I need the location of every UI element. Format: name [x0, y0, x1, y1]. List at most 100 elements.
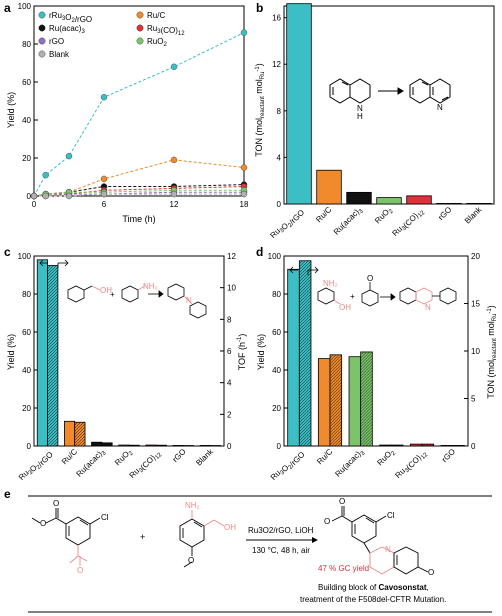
panel-d-ytick-label: 0: [277, 442, 282, 451]
panel-c-ytick-right-label: 2: [227, 410, 232, 419]
panel-c-bar-hatch: [47, 435, 59, 446]
panel-b-xtick-label: Ru3O2/rGO: [268, 205, 306, 243]
panel-c-bar-hatch: [47, 294, 59, 305]
panel-a-legend-marker: [136, 11, 144, 19]
panel-d-bar-hatch: [299, 416, 312, 429]
panel-a-data-point: [100, 175, 108, 183]
panel-e-yield: 47 % GC yield: [318, 564, 369, 573]
panel-e-product-n: N: [385, 545, 391, 554]
panel-d-bar-left: [409, 443, 423, 447]
panel-c-bar-hatch: [47, 381, 59, 392]
panel-d-bar-hatch: [299, 272, 312, 285]
panel-e-plus: +: [140, 532, 145, 542]
panel-d-bar-right: [329, 354, 343, 447]
panel-c-bar-left: [145, 444, 157, 447]
panel-c-xtick-label: rGO: [171, 447, 188, 464]
panel-d-frame: [283, 255, 469, 447]
panel-d-bar-hatch: [360, 394, 373, 407]
panel-e-reagents: Ru3O2/rGO, LiOH: [248, 526, 314, 535]
panel-c-bar-hatch: [101, 442, 106, 447]
panel-d-bar-hatch: [360, 385, 373, 398]
panel-c-ytick-label: 0: [27, 442, 32, 451]
panel-c-letter: c: [4, 245, 11, 259]
panel-e-ester-o2: O: [40, 519, 46, 528]
panel-d-bar-hatch: [329, 366, 342, 379]
panel-d-bar-hatch: [299, 320, 312, 333]
panel-c-bar-hatch: [110, 444, 113, 447]
panel-c-bar-hatch: [49, 438, 59, 447]
panel-c-bar-hatch: [47, 288, 59, 299]
panel-e-arrowhead: [312, 537, 318, 543]
panel-c-ytick-label: 80: [22, 290, 31, 299]
panel-b-bar-chart: TON (molreactant molRu-1) 0 4 8 12 16 Ru3O2/…: [254, 3, 495, 243]
panel-c-bar-hatch: [137, 445, 139, 447]
panel-c-bar-hatch: [47, 267, 59, 278]
panel-c-bar-right: [155, 444, 167, 447]
panel-d-bar-hatch: [360, 406, 373, 419]
panel-c-bar-hatch: [47, 333, 59, 344]
panel-c-bar-hatch: [74, 435, 86, 447]
panel-b-nh-h: H: [357, 112, 363, 121]
panel-a-ytick-label: 60: [22, 78, 31, 87]
panel-d-bar-hatch: [299, 386, 312, 399]
panel-c-bar-hatch: [74, 423, 86, 435]
panel-c-bar-hatch: [77, 438, 86, 447]
panel-d-ytick-label: 80: [272, 290, 281, 299]
panel-a-legend-label: Blank: [49, 50, 70, 59]
panel-d-o-label: O: [367, 274, 373, 283]
panel-d-bar-hatch: [299, 434, 312, 447]
panel-e-product: [331, 506, 429, 575]
panel-c-bar-hatch: [47, 291, 59, 302]
panel-d-bar-hatch: [360, 412, 373, 425]
panel-c-bar-hatch: [74, 422, 84, 432]
panel-c-bar-hatch: [47, 348, 59, 359]
panel-c-ytick-right-label: 0: [227, 442, 232, 451]
panel-d-bar-hatch: [302, 437, 312, 447]
panel-c-bar-hatch: [107, 442, 112, 447]
panel-d-bar-hatch: [299, 260, 303, 264]
panel-c-xtick-label: Blank: [194, 446, 215, 467]
panel-a-xtick-label: 12: [170, 200, 179, 209]
panel-d-bar-hatch: [360, 430, 373, 443]
panel-d-ytick-label: 20: [272, 404, 281, 413]
panel-c-bar-hatch: [80, 441, 86, 447]
panel-d-bar-hatch: [337, 441, 342, 447]
panel-a-ylabel: Yield (%): [6, 92, 16, 128]
panel-d-bar-hatch: [329, 363, 342, 376]
panel-a-legend-marker: [38, 24, 46, 32]
panel-c-bar-hatch: [104, 442, 109, 447]
panel-d-oh-label: OH: [339, 303, 351, 312]
panel-d-bar-hatch: [360, 351, 370, 362]
panel-c-bar-hatch: [47, 402, 59, 413]
panel-d-bar-hatch: [299, 302, 312, 315]
panel-d-bar-hatch: [299, 263, 312, 276]
panel-b-reaction-scheme: [329, 78, 451, 104]
panel-d-axis-arrows: [289, 266, 319, 275]
panel-d-bar-hatch: [329, 381, 342, 394]
panel-c-bar-left: [64, 420, 76, 447]
panel-b-bar: [346, 191, 372, 205]
panel-b-xtick-label: Ru(acac)3: [332, 205, 366, 239]
panel-d-xtick-label: rGO: [440, 447, 457, 464]
panel-d-bar-hatch: [299, 332, 312, 345]
panel-b-ytick-label: 12: [272, 60, 281, 69]
panel-a-letter: a: [4, 1, 11, 15]
panel-c-bar-hatch: [47, 366, 59, 377]
panel-c-bar-hatch: [47, 300, 59, 311]
panel-d-bar-hatch: [299, 341, 312, 354]
panel-c-ytick-right-label: 6: [227, 347, 232, 356]
panel-c-bar-hatch: [47, 360, 59, 371]
panel-d-bar-hatch: [393, 444, 395, 447]
panel-c-bar-hatch: [161, 445, 163, 447]
panel-d-bar-hatch: [360, 351, 367, 359]
panel-a-series-line: [34, 193, 244, 197]
panel-c-bar-hatch: [74, 422, 78, 426]
panel-b-bar: [376, 197, 402, 205]
panel-a-data-point: [42, 171, 49, 179]
panel-e-ester-o: O: [53, 499, 59, 508]
panel-a-ytick-label: 40: [22, 116, 31, 125]
panel-d-bar-hatch: [428, 443, 432, 447]
panel-c-bar-left: [36, 259, 48, 447]
panel-d-bar-hatch: [340, 444, 342, 447]
panel-d-bar-hatch: [329, 426, 342, 439]
